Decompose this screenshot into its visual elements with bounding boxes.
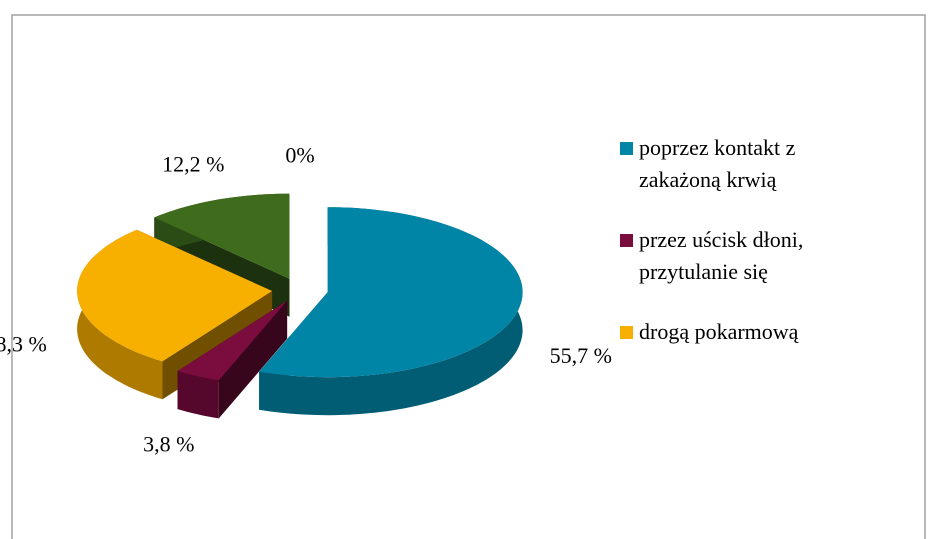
slice-top <box>77 229 273 362</box>
data-label: 12,2 % <box>162 152 224 177</box>
legend-label: przez uścisk dłoni, przytulanie się <box>639 227 804 284</box>
chart-frame <box>11 14 926 539</box>
slice-top <box>154 193 290 279</box>
legend-label: poprzez kontakt z zakażoną krwią <box>639 135 796 192</box>
slice-wall <box>177 371 219 419</box>
data-label: 0% <box>285 143 314 168</box>
slice-top <box>259 207 523 378</box>
slice <box>259 207 523 416</box>
legend-swatch <box>620 142 633 155</box>
legend-swatch <box>620 326 633 339</box>
data-label: 55,7 % <box>550 343 612 368</box>
slice-top <box>177 300 288 381</box>
legend-entry: przez uścisk dłoni, przytulanie się <box>620 224 860 288</box>
slice <box>177 300 288 419</box>
legend-label: drogą pokarmową <box>639 319 799 344</box>
legend: poprzez kontakt z zakażoną krwią przez uś… <box>620 132 860 376</box>
legend-entry: drogą pokarmową <box>620 316 860 348</box>
legend-swatch <box>620 234 633 247</box>
legend-entry: poprzez kontakt z zakażoną krwią <box>620 132 860 196</box>
data-label: 3,8 % <box>143 432 194 457</box>
data-label: 28,3 % <box>0 332 47 357</box>
